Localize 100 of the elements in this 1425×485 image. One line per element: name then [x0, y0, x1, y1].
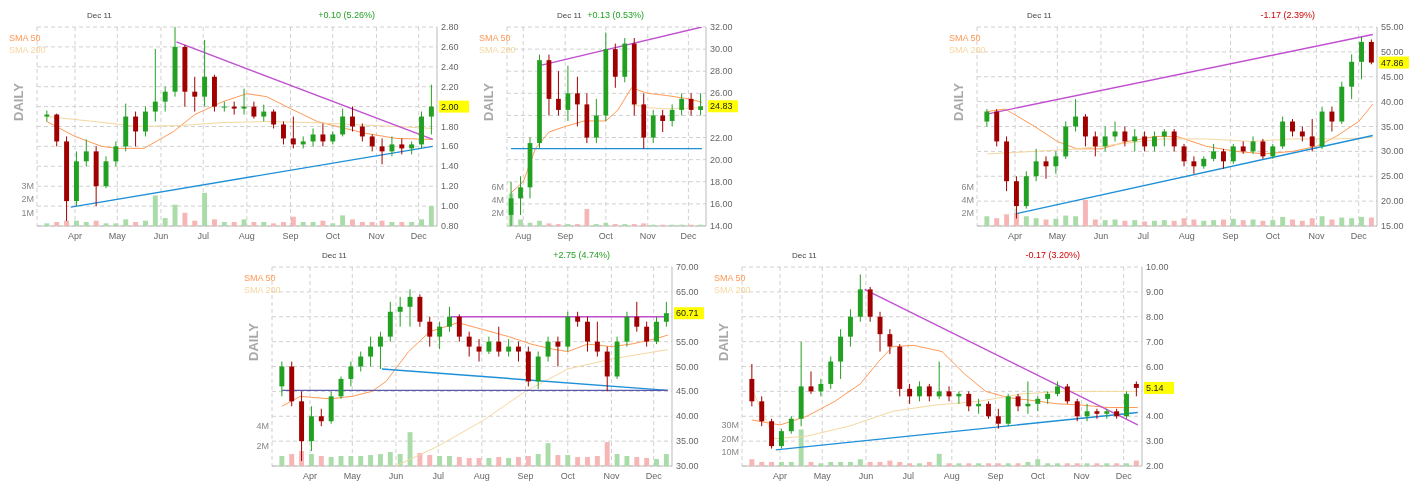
y-tick-label: 45.00	[676, 386, 699, 397]
y2-tick-label: 10M	[721, 447, 739, 458]
y-tick-label: 2.60	[441, 41, 459, 52]
x-tick-label: Apr	[303, 471, 318, 481]
chart-subtitle: +2.75 (4.74%)	[553, 250, 610, 260]
x-tick-label: Jul	[197, 231, 209, 241]
x-tick-label: Dec	[645, 471, 663, 481]
annotation: 5.14	[1146, 382, 1164, 393]
y2-tick-label: 2M	[256, 441, 269, 452]
y-tick-label: 55.00	[676, 336, 699, 347]
y-tick-label: 2.00	[1146, 461, 1164, 471]
y-tick-label: 14.00	[710, 221, 733, 231]
x-tick-label: Nov	[1073, 471, 1090, 481]
x-tick-label: Sep	[282, 231, 299, 241]
text: SMA 200	[714, 285, 751, 295]
y-tick-label: 26.00	[710, 88, 733, 99]
text: SMA 200	[479, 45, 516, 55]
y-tick-label: 30.00	[1381, 146, 1404, 157]
text: DAILY	[951, 82, 966, 121]
y2-tick-label: 2M	[961, 207, 974, 218]
y-tick-label: 30.00	[710, 44, 733, 55]
text: SMA 50	[479, 33, 511, 43]
y-tick-label: 1.20	[441, 181, 459, 192]
x-tick-label: Jul	[432, 471, 444, 481]
y-tick-label: 25.00	[1381, 171, 1404, 182]
text: SMA 200	[9, 45, 46, 55]
y-tick-label: 20.00	[1381, 196, 1404, 207]
y-tick-label: 35.00	[1381, 121, 1404, 132]
y2-tick-label: 30M	[721, 420, 739, 431]
y-tick-label: 22.00	[710, 132, 733, 143]
y-tick-label: 9.00	[1146, 286, 1164, 297]
x-tick-label: Oct	[1030, 471, 1046, 481]
y-tick-label: 0.80	[441, 221, 459, 231]
x-tick-label: Dec	[1115, 471, 1133, 481]
x-tick-label: Aug	[943, 471, 960, 481]
x-tick-label: May	[343, 471, 362, 481]
y2-tick-label: 4M	[256, 421, 269, 432]
text: Dec 11	[557, 11, 583, 20]
x-tick-label: Jul	[1137, 231, 1149, 241]
y2-tick-label: 1M	[21, 207, 34, 218]
y-tick-label: 28.00	[710, 66, 733, 77]
x-tick-label: Jun	[1093, 231, 1109, 241]
text: Dec 11	[792, 251, 818, 260]
y-tick-label: 1.80	[441, 121, 459, 132]
text: SMA 50	[244, 273, 276, 283]
text: SMA 50	[714, 273, 746, 283]
x-tick-label: Sep	[1222, 231, 1239, 241]
y-tick-label: 10.00	[1146, 262, 1169, 272]
x-tick-label: Oct	[1265, 231, 1281, 241]
x-tick-label: Oct	[325, 231, 341, 241]
y-tick-label: 16.00	[710, 198, 733, 209]
y2-tick-label: 4M	[491, 194, 504, 205]
chart-subtitle: -1.17 (2.39%)	[1260, 10, 1315, 20]
y-tick-label: 6.00	[1146, 361, 1164, 372]
x-tick-label: May	[108, 231, 127, 241]
y-tick-label: 1.40	[441, 161, 459, 172]
y-tick-label: 30.00	[676, 461, 699, 471]
text: DAILY	[11, 82, 26, 121]
x-tick-label: Jun	[858, 471, 874, 481]
y-tick-label: 35.00	[676, 436, 699, 447]
y-tick-label: 40.00	[676, 411, 699, 422]
x-tick-label: Jun	[153, 231, 169, 241]
y-tick-label: 2.80	[441, 22, 459, 32]
annotation: 24.83	[710, 101, 733, 112]
text: Dec 11	[87, 11, 113, 20]
annotation: 60.71	[676, 308, 699, 319]
y2-tick-label: 2M	[21, 194, 34, 205]
x-tick-label: Nov	[639, 231, 657, 241]
x-tick-label: Apr	[773, 471, 788, 481]
x-tick-label: Sep	[557, 231, 574, 241]
x-tick-label: May	[1048, 231, 1067, 241]
x-tick-label: Oct	[598, 231, 614, 241]
text: DAILY	[246, 322, 261, 361]
text: DAILY	[716, 322, 731, 361]
text: SMA 50	[9, 33, 41, 43]
text: SMA 200	[949, 45, 986, 55]
y-tick-label: 3.00	[1146, 436, 1164, 447]
y2-tick-label: 3M	[21, 181, 34, 192]
y-tick-label: 50.00	[1381, 46, 1404, 57]
y-tick-label: 8.00	[1146, 311, 1164, 322]
y-tick-label: 15.00	[1381, 221, 1404, 231]
y-tick-label: 1.00	[441, 201, 459, 212]
y-tick-label: 20.00	[710, 154, 733, 165]
x-tick-label: Aug	[238, 231, 255, 241]
y-tick-label: 55.00	[1381, 22, 1404, 32]
y2-tick-label: 20M	[721, 433, 739, 444]
x-tick-label: Apr	[68, 231, 83, 241]
chart-subtitle: -0.17 (3.20%)	[1025, 250, 1080, 260]
y-tick-label: 1.60	[441, 141, 459, 152]
y-tick-label: 40.00	[1381, 96, 1404, 107]
y-tick-label: 2.20	[441, 81, 459, 92]
x-tick-label: Nov	[368, 231, 385, 241]
y-tick-label: 18.00	[710, 176, 733, 187]
y-tick-label: 50.00	[676, 361, 699, 372]
y-tick-label: 70.00	[676, 262, 699, 272]
y2-tick-label: 2M	[491, 207, 504, 218]
chart-subtitle: +0.10 (5.26%)	[318, 10, 375, 20]
chart-subtitle: +0.13 (0.53%)	[587, 10, 644, 20]
y2-tick-label: 6M	[491, 181, 504, 192]
text: Dec 11	[322, 251, 348, 260]
